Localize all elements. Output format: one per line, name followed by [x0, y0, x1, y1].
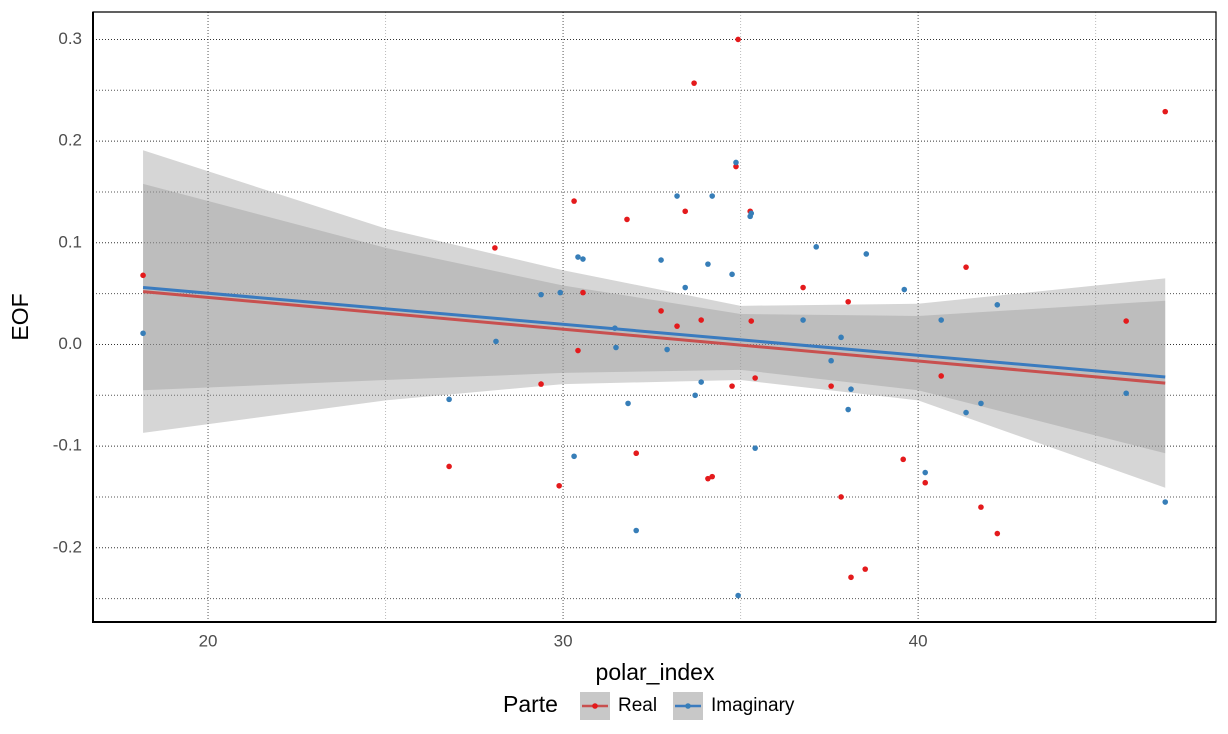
point	[658, 257, 664, 263]
y-tick-label: 0.2	[58, 131, 82, 150]
point	[922, 469, 929, 476]
point	[446, 463, 452, 470]
point	[900, 456, 907, 463]
point	[994, 530, 1001, 537]
point	[735, 592, 741, 599]
point	[963, 264, 969, 270]
point	[862, 566, 869, 572]
point	[538, 381, 544, 387]
point	[624, 216, 630, 223]
point	[1123, 318, 1129, 324]
point	[963, 409, 969, 416]
point	[705, 261, 711, 267]
fit-line	[142, 290, 1166, 385]
point	[698, 317, 704, 323]
point	[709, 473, 715, 480]
point	[1162, 499, 1169, 505]
y-tick-label: -0.1	[53, 436, 82, 455]
point	[557, 289, 564, 296]
point	[580, 289, 586, 296]
point	[735, 36, 741, 43]
point	[613, 344, 619, 351]
point	[709, 193, 715, 199]
point	[571, 453, 577, 460]
point	[845, 298, 851, 305]
y-tick-label: 0.1	[58, 232, 82, 251]
point	[978, 504, 984, 510]
axis-lines	[92, 12, 1216, 623]
point	[571, 198, 577, 204]
point	[848, 574, 854, 581]
point	[682, 284, 689, 291]
y-axis-title: EOF	[7, 293, 33, 340]
point	[828, 383, 834, 389]
point	[748, 210, 755, 217]
point	[446, 396, 452, 403]
point	[978, 400, 984, 407]
y-tick-label: -0.2	[53, 537, 82, 556]
point	[580, 256, 586, 262]
point	[658, 308, 664, 314]
point	[140, 330, 146, 337]
point	[733, 159, 739, 166]
point	[922, 479, 929, 486]
legend-label: Imaginary	[711, 695, 795, 716]
fit-line	[142, 286, 1166, 379]
point	[938, 317, 944, 323]
point	[493, 338, 499, 345]
point	[800, 284, 806, 291]
point	[664, 346, 670, 353]
x-axis-title: polar_index	[596, 659, 715, 685]
point	[698, 379, 704, 385]
point	[729, 383, 735, 389]
point	[1162, 108, 1169, 115]
point	[575, 254, 581, 260]
point	[492, 245, 498, 251]
point	[556, 482, 562, 489]
point	[828, 357, 834, 364]
point	[863, 251, 870, 257]
point	[692, 392, 698, 399]
point	[625, 400, 631, 407]
point	[752, 375, 758, 381]
point	[733, 163, 739, 170]
point	[633, 527, 640, 534]
point	[845, 406, 851, 413]
y-tick-label: 0.3	[58, 29, 82, 48]
point	[848, 386, 854, 392]
legend-point	[685, 703, 691, 709]
point	[838, 334, 844, 341]
point	[633, 450, 640, 457]
point	[1123, 390, 1129, 397]
confidence-band	[143, 150, 1166, 488]
x-tick-label: 30	[554, 631, 573, 650]
point	[729, 271, 735, 278]
point	[691, 80, 697, 86]
x-tick-label: 20	[199, 631, 218, 650]
point	[705, 475, 711, 482]
y-tick-label: 0.0	[58, 334, 82, 353]
point	[748, 318, 755, 324]
point	[674, 323, 680, 329]
legend-label: Real	[618, 695, 657, 716]
confidence-band	[143, 183, 1166, 454]
legend-point	[592, 703, 598, 709]
x-tick-label: 40	[909, 631, 928, 650]
legend-title: Parte	[503, 691, 558, 717]
point	[994, 302, 1001, 308]
point	[800, 317, 806, 323]
point	[752, 445, 758, 451]
point	[575, 347, 581, 354]
point	[140, 272, 146, 279]
point	[674, 193, 680, 199]
point	[901, 286, 908, 293]
point	[538, 291, 544, 298]
point	[938, 373, 944, 379]
point	[838, 494, 844, 500]
point	[682, 208, 689, 215]
point	[813, 244, 820, 250]
